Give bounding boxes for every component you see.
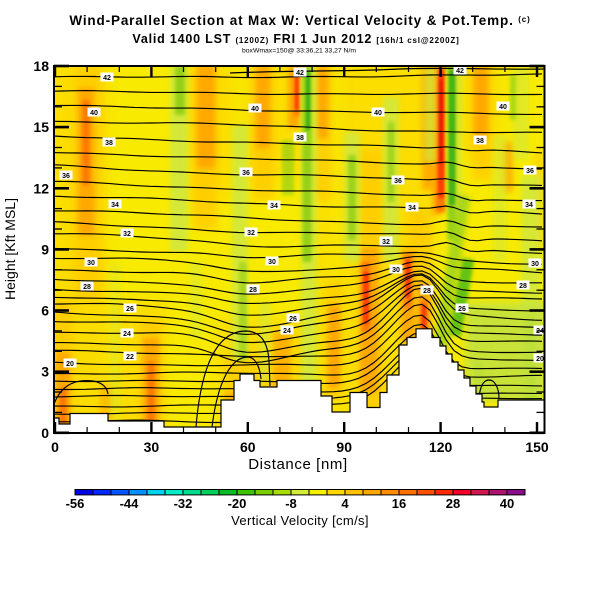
svg-text:30: 30 [268,259,276,266]
svg-text:30: 30 [144,439,160,455]
svg-text:30: 30 [531,261,539,268]
svg-text:36: 36 [242,170,250,177]
svg-text:-20: -20 [228,496,247,511]
svg-text:Distance [nm]: Distance [nm] [248,456,348,473]
svg-text:150: 150 [525,439,549,455]
svg-text:Height [Kft MSL]: Height [Kft MSL] [2,198,18,300]
svg-text:90: 90 [336,439,352,455]
svg-text:28: 28 [446,496,460,511]
svg-text:30: 30 [87,260,95,267]
svg-text:28: 28 [423,288,431,295]
svg-text:Valid 1400 LST (1200Z) FRI 1 J: Valid 1400 LST (1200Z) FRI 1 Jun 2012 [1… [132,32,459,46]
svg-text:34: 34 [270,203,278,210]
svg-text:38: 38 [105,140,113,147]
svg-text:22: 22 [126,354,134,361]
svg-text:26: 26 [289,316,297,323]
svg-text:26: 26 [126,306,134,313]
svg-text:32: 32 [382,239,390,246]
svg-text:6: 6 [41,303,49,319]
svg-text:16: 16 [392,496,406,511]
svg-text:40: 40 [90,110,98,117]
svg-text:40: 40 [499,104,507,111]
svg-text:boxWmax=150@ 33:36,21 33,27 N/: boxWmax=150@ 33:36,21 33,27 N/m [242,48,356,55]
svg-text:4: 4 [341,496,349,511]
svg-text:20: 20 [66,361,74,368]
svg-text:34: 34 [111,202,119,209]
svg-text:34: 34 [525,202,533,209]
svg-text:15: 15 [33,119,49,135]
svg-text:42: 42 [103,75,111,82]
svg-text:38: 38 [476,138,484,145]
svg-text:26: 26 [458,306,466,313]
svg-text:9: 9 [41,241,49,257]
svg-text:24: 24 [283,328,291,335]
svg-text:-44: -44 [120,496,140,511]
svg-text:-32: -32 [174,496,193,511]
svg-text:60: 60 [240,439,256,455]
svg-text:32: 32 [247,230,255,237]
svg-text:28: 28 [83,284,91,291]
svg-text:30: 30 [392,267,400,274]
svg-text:Wind-Parallel Section at Max W: Wind-Parallel Section at Max W: Vertical… [69,13,530,28]
svg-text:0: 0 [41,425,49,441]
svg-text:120: 120 [429,439,453,455]
svg-text:32: 32 [123,231,131,238]
svg-text:40: 40 [251,106,259,113]
svg-text:0: 0 [51,439,59,455]
svg-text:24: 24 [123,331,131,338]
svg-text:36: 36 [62,173,70,180]
svg-text:-56: -56 [66,496,85,511]
svg-text:28: 28 [249,287,257,294]
svg-text:3: 3 [41,364,49,380]
svg-text:Vertical Velocity [cm/s]: Vertical Velocity [cm/s] [231,513,369,528]
svg-text:40: 40 [500,496,514,511]
svg-text:38: 38 [296,135,304,142]
svg-text:12: 12 [33,180,49,196]
svg-text:42: 42 [296,70,304,77]
svg-text:20: 20 [536,356,544,363]
svg-text:42: 42 [456,68,464,75]
svg-text:40: 40 [374,110,382,117]
svg-text:-8: -8 [285,496,297,511]
svg-text:28: 28 [519,283,527,290]
svg-text:36: 36 [394,178,402,185]
svg-text:34: 34 [408,205,416,212]
svg-text:18: 18 [33,58,49,74]
svg-text:36: 36 [526,168,534,175]
